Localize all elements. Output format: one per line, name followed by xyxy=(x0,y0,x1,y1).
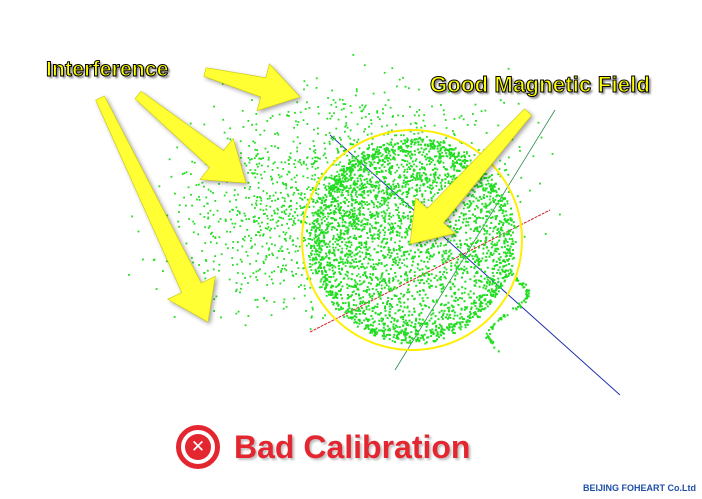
bad-calibration-label: Bad Calibration xyxy=(234,428,471,465)
interference-arrow-3 xyxy=(95,95,216,323)
company-footer: BEIJING FOHEART Co.Ltd xyxy=(583,483,696,493)
interference-arrow-2 xyxy=(134,90,247,184)
good-magnetic-field-label: Good Magnetic Field xyxy=(429,72,651,98)
bad-calibration-banner: ✕ Bad Calibration xyxy=(176,425,470,469)
y-axis xyxy=(394,109,556,371)
interference-arrow-1 xyxy=(203,63,301,112)
error-x-icon: ✕ xyxy=(176,425,220,469)
z-axis xyxy=(329,134,621,396)
callout-arrows xyxy=(95,63,533,323)
good-field-circle xyxy=(301,129,523,351)
good-field-arrow xyxy=(409,108,533,245)
interference-label: Interference xyxy=(46,58,169,82)
